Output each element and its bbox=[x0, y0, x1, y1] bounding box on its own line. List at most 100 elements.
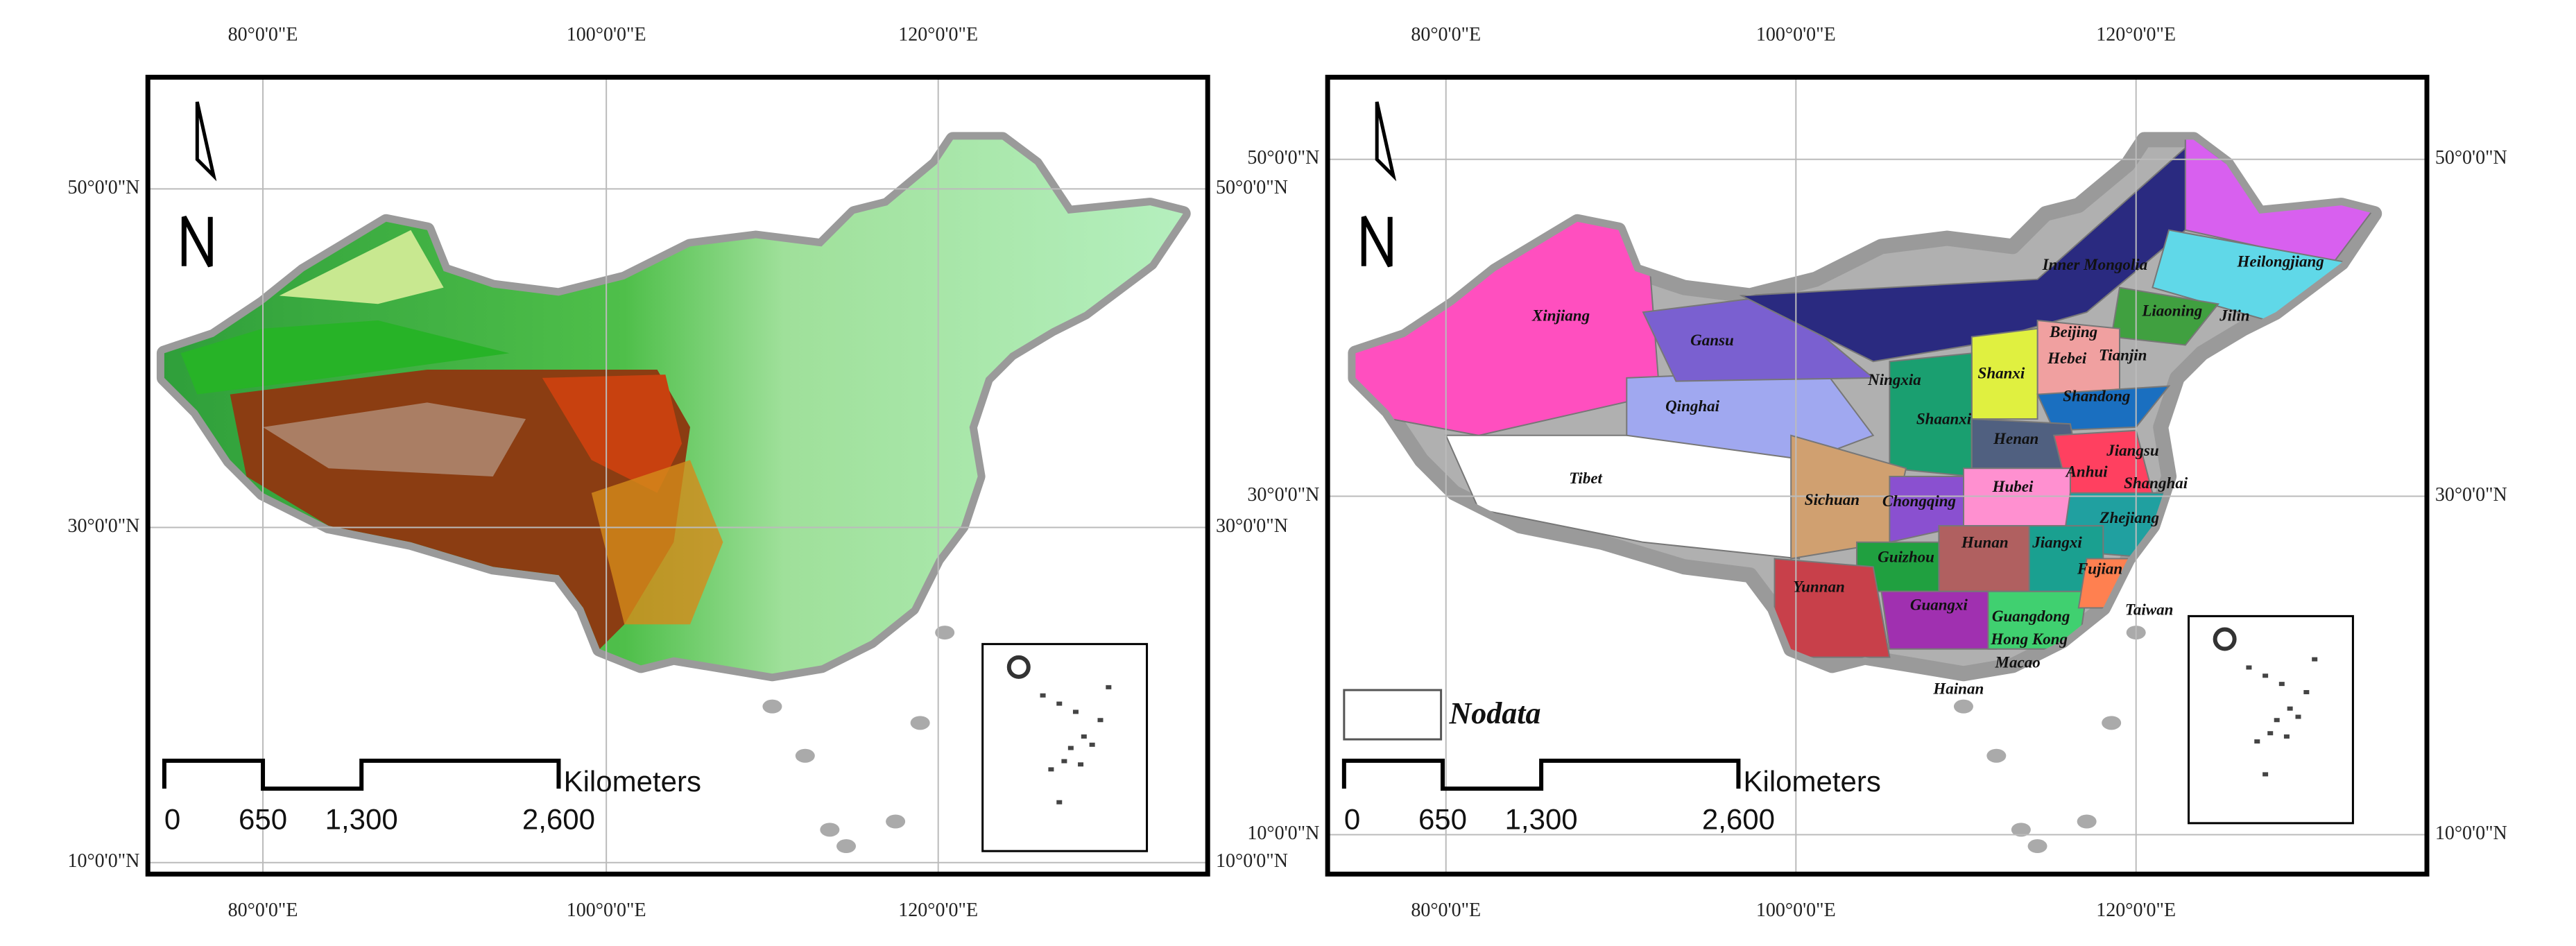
province-label: Tibet bbox=[1569, 470, 1602, 487]
lon-label: 80°0'0"E bbox=[228, 900, 298, 921]
province-label: Shanghai bbox=[2124, 474, 2188, 492]
north-arrow bbox=[195, 101, 217, 182]
inset-island bbox=[1078, 762, 1084, 767]
island bbox=[2077, 814, 2097, 829]
legend-label: Nodata bbox=[1448, 696, 1540, 730]
province-label: Macao bbox=[1995, 653, 2041, 671]
inset-island bbox=[2254, 739, 2260, 744]
province-label: Sichuan bbox=[1805, 491, 1860, 508]
lon-label: 80°0'0"E bbox=[228, 24, 298, 46]
inset-island bbox=[1081, 734, 1087, 739]
inset-island bbox=[2295, 714, 2301, 719]
inset-island bbox=[2267, 731, 2274, 736]
province-label: Tianjin bbox=[2099, 346, 2147, 363]
island bbox=[2027, 839, 2047, 854]
inset-island bbox=[1061, 759, 1067, 764]
lon-label: 80°0'0"E bbox=[1411, 24, 1481, 46]
province-label: Shaanxi bbox=[1916, 411, 1972, 428]
scale-unit: Kilometers bbox=[564, 765, 701, 798]
province-label: Qinghai bbox=[1665, 397, 1720, 415]
scale-label: 1,300 bbox=[325, 803, 398, 836]
province-label: Anhui bbox=[2065, 463, 2109, 481]
map-panel: 80°0'0"E 80°0'0"E 100°0'0"E 100°0'0"E 120°0'… bbox=[67, 24, 1288, 922]
scale-label: 0 bbox=[1344, 803, 1360, 836]
province-label: Hunan bbox=[1961, 533, 2009, 551]
province-region bbox=[1963, 467, 2071, 527]
inset-island bbox=[1040, 693, 1046, 698]
lon-label: 100°0'0"E bbox=[567, 900, 646, 921]
island bbox=[935, 626, 955, 640]
lat-label: 30°0'0"N bbox=[1216, 515, 1288, 537]
island bbox=[762, 699, 782, 714]
province-label: Guangdong bbox=[1992, 608, 2070, 625]
lat-label: 10°0'0"N bbox=[2435, 823, 2507, 844]
inset-island bbox=[2283, 734, 2290, 739]
scale-bar bbox=[1341, 758, 1741, 791]
lon-label: 100°0'0"E bbox=[567, 24, 646, 46]
scale-label: 2,600 bbox=[1702, 803, 1775, 836]
province-label: Beijing bbox=[2049, 323, 2097, 341]
inset-island bbox=[2312, 657, 2318, 662]
island bbox=[886, 814, 906, 829]
province-label: Heilongjiang bbox=[2237, 252, 2324, 270]
lat-label: 10°0'0"N bbox=[67, 850, 139, 872]
lon-label: 80°0'0"E bbox=[1411, 900, 1481, 921]
inset-island bbox=[2213, 627, 2237, 651]
lat-label: 50°0'0"N bbox=[67, 177, 139, 198]
province-label: Chongqing bbox=[1882, 492, 1956, 510]
inset-island bbox=[1089, 742, 1095, 747]
province-label: Jiangxi bbox=[2032, 533, 2082, 551]
province-label: Taiwan bbox=[2125, 601, 2173, 619]
province-region bbox=[1642, 295, 1875, 382]
province-label: Hainan bbox=[1932, 680, 1984, 697]
inset-island bbox=[1106, 685, 1112, 689]
inset-island bbox=[1056, 800, 1063, 805]
inset-frame bbox=[981, 643, 1149, 852]
inset-island bbox=[1056, 701, 1063, 706]
inset-island bbox=[2246, 665, 2252, 670]
province-label: Yunnan bbox=[1793, 578, 1845, 595]
island bbox=[2011, 823, 2031, 837]
lat-label: 30°0'0"N bbox=[67, 515, 139, 537]
province-label: Ningxia bbox=[1867, 371, 1921, 388]
map-fill bbox=[1355, 139, 2375, 658]
scale-unit: Kilometers bbox=[1744, 765, 1881, 798]
inset-island bbox=[2262, 772, 2269, 777]
dem-northwest bbox=[279, 230, 444, 304]
province-label: Henan bbox=[1993, 430, 2038, 447]
island bbox=[836, 839, 857, 854]
province-label: Fujian bbox=[2077, 560, 2122, 577]
island bbox=[2102, 716, 2122, 730]
scale-bar bbox=[162, 758, 561, 791]
north-arrow bbox=[1375, 101, 1397, 182]
dem-mountains bbox=[591, 460, 723, 625]
map-panel: 80°0'0"E 80°0'0"E 100°0'0"E 100°0'0"E 120°0'… bbox=[1247, 24, 2507, 922]
inset-island bbox=[1006, 655, 1031, 679]
lat-label: 50°0'0"N bbox=[1247, 147, 1319, 169]
map-frame bbox=[145, 74, 1210, 877]
north-letter bbox=[1361, 216, 1393, 268]
province-region bbox=[2111, 286, 2220, 346]
province-label: Shandong bbox=[2063, 388, 2130, 405]
inset-island bbox=[2303, 689, 2310, 694]
island bbox=[795, 748, 815, 763]
inset-island bbox=[2262, 673, 2269, 678]
dem-high bbox=[542, 375, 682, 493]
province-label: Jiangsu bbox=[2106, 442, 2159, 459]
province-label: Zhejiang bbox=[2099, 509, 2159, 526]
province-label: Liaoning bbox=[2141, 302, 2202, 319]
lat-label: 10°0'0"N bbox=[1216, 850, 1288, 872]
legend-swatch bbox=[1343, 689, 1443, 741]
lat-label: 30°0'0"N bbox=[2435, 484, 2507, 506]
dem-peaks bbox=[263, 402, 526, 476]
lon-label: 100°0'0"E bbox=[1756, 900, 1836, 921]
province-label: Gansu bbox=[1690, 332, 1734, 349]
lon-label: 100°0'0"E bbox=[1756, 24, 1836, 46]
map-frame bbox=[1325, 74, 2430, 877]
province-label: Inner Mongolia bbox=[2042, 256, 2147, 273]
lat-label: 10°0'0"N bbox=[1247, 823, 1319, 844]
province-label: Hong Kong bbox=[1990, 630, 2068, 648]
north-letter bbox=[181, 216, 213, 268]
inset-island bbox=[1048, 767, 1054, 772]
